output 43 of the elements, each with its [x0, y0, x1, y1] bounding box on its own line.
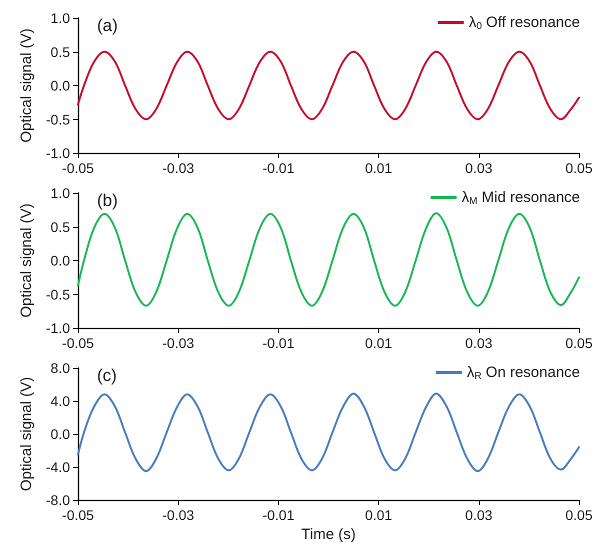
x-tick-label: 0.01	[364, 507, 392, 523]
chart-title: (c)	[97, 366, 117, 385]
chart-title: (a)	[97, 16, 118, 35]
x-tick-label: -0.03	[162, 335, 194, 351]
x-tick-label: 0.03	[465, 160, 493, 176]
y-tick-label: 0.0	[50, 426, 70, 442]
y-tick-label: 4.0	[50, 393, 70, 409]
x-tick-label: 0.05	[565, 507, 593, 523]
y-tick-label: 1.0	[50, 10, 70, 26]
y-tick-label: -0.5	[46, 111, 70, 128]
x-tick-label: 0.01	[364, 335, 392, 351]
y-tick-label: -1.0	[46, 320, 70, 336]
x-tick-label: -0.05	[62, 160, 94, 176]
y-tick-label: 0.5	[50, 44, 70, 60]
line-series	[77, 50, 580, 120]
y-tick-label: 0.5	[50, 218, 70, 235]
x-tick-label: 0.01	[364, 160, 392, 176]
y-tick-label: -4.0	[46, 459, 70, 475]
y-axis-title: Optical signal (V)	[18, 376, 35, 492]
x-tick-label: -0.01	[262, 507, 295, 523]
x-axis-title: Time (s)	[301, 526, 356, 543]
y-tick-label: 0.0	[50, 252, 70, 268]
y-tick-label: 1.0	[50, 185, 70, 201]
line-series	[77, 392, 580, 472]
x-tick-label: 0.03	[465, 335, 493, 351]
x-tick-label: -0.01	[262, 160, 295, 176]
y-tick-label: -8.0	[46, 492, 70, 508]
x-tick-label: -0.03	[162, 507, 194, 523]
x-tick-label: -0.03	[162, 160, 194, 176]
x-tick-label: 0.05	[565, 160, 593, 176]
line-series	[77, 212, 580, 307]
x-tick-label: 0.03	[465, 507, 493, 523]
y-tick-label: -1.0	[46, 145, 70, 161]
x-tick-label: 0.05	[565, 335, 593, 351]
y-tick-label: 0.0	[50, 78, 70, 94]
x-tick-label: -0.05	[62, 335, 94, 351]
y-tick-label: 8.0	[50, 360, 70, 376]
x-tick-label: -0.01	[262, 335, 295, 351]
chart-title: (b)	[97, 191, 118, 210]
y-axis-title: Optical signal (V)	[18, 203, 35, 318]
y-tick-label: -0.5	[46, 286, 70, 302]
y-axis-title: Optical signal (V)	[18, 28, 35, 143]
x-tick-label: -0.05	[62, 507, 94, 523]
